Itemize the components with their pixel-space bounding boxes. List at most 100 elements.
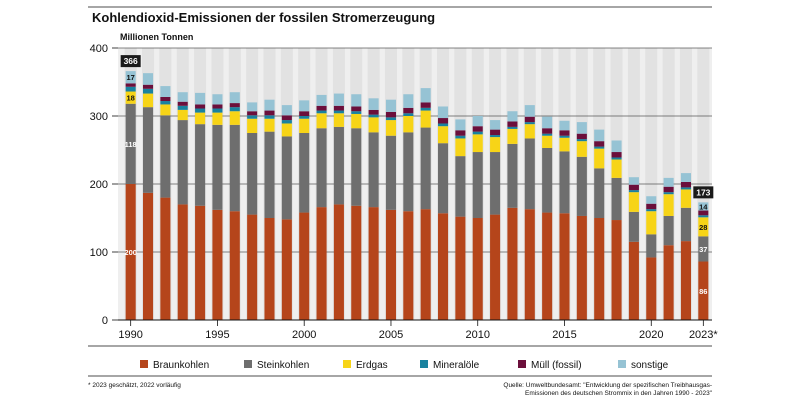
bar-segment-braunkohlen xyxy=(264,218,275,320)
bar-segment-braunkohlen xyxy=(195,205,206,320)
bar-segment-steinkohlen xyxy=(264,131,275,218)
bar-segment-mineraloele xyxy=(507,126,518,129)
bar-segment-braunkohlen xyxy=(698,261,709,320)
bar-segment-muell-fossil xyxy=(646,203,657,210)
bar-segment-mineraloele xyxy=(125,86,136,92)
bar-segment-braunkohlen xyxy=(576,215,587,320)
bar-segment-muell-fossil xyxy=(403,107,414,114)
bar-segment-mineraloele xyxy=(680,187,692,190)
bar-segment-sonstige xyxy=(403,94,414,108)
legend-swatch xyxy=(618,360,626,368)
bar-2020 xyxy=(646,196,657,320)
bar-segment-erdgas xyxy=(351,113,362,129)
bar-segment-muell-fossil xyxy=(437,118,449,124)
bar-segment-sonstige xyxy=(229,92,240,104)
bar-segment-braunkohlen xyxy=(542,212,553,320)
bar-segment-sonstige xyxy=(663,177,674,187)
bar-segment-erdgas xyxy=(212,112,223,125)
legend-swatch xyxy=(420,360,428,368)
bar-segment-erdgas xyxy=(628,192,639,212)
bar-segment-mineraloele xyxy=(420,107,431,111)
bar-segment-mineraloele xyxy=(455,135,466,139)
bar-segment-mineraloele xyxy=(264,115,275,119)
value-label-braunkohlen: 200 xyxy=(124,248,137,257)
bar-segment-steinkohlen xyxy=(160,115,171,198)
bar-segment-mineraloele xyxy=(628,190,639,193)
stacked-bars xyxy=(125,71,709,320)
bar-segment-mineraloele xyxy=(490,135,501,138)
bar-segment-steinkohlen xyxy=(594,168,605,218)
legend-label: sonstige xyxy=(631,360,669,371)
bar-segment-sonstige xyxy=(281,105,292,116)
bar-1997 xyxy=(247,102,258,320)
bar-segment-braunkohlen xyxy=(177,204,188,320)
bar-segment-muell-fossil xyxy=(524,116,535,123)
bar-segment-mineraloele xyxy=(299,116,310,119)
bar-segment-steinkohlen xyxy=(247,133,258,215)
bar-2023 xyxy=(698,202,709,320)
bar-segment-mineraloele xyxy=(385,117,397,121)
bar-segment-muell-fossil xyxy=(594,141,605,147)
bar-segment-erdgas xyxy=(542,135,553,148)
x-tick-label: 1990 xyxy=(118,329,142,341)
bar-segment-muell-fossil xyxy=(177,101,188,106)
bar-2001 xyxy=(316,94,327,320)
bar-segment-mineraloele xyxy=(646,209,657,212)
bar-segment-mineraloele xyxy=(195,108,206,113)
value-label-braunkohlen: 86 xyxy=(699,287,707,296)
bar-segment-braunkohlen xyxy=(628,241,639,320)
bar-segment-braunkohlen xyxy=(663,245,674,320)
bar-segment-braunkohlen xyxy=(524,209,535,320)
bar-segment-muell-fossil xyxy=(490,129,501,136)
legend-label: Braunkohlen xyxy=(153,360,209,371)
bar-segment-steinkohlen xyxy=(385,135,397,210)
bar-segment-erdgas xyxy=(698,217,709,237)
bar-segment-sonstige xyxy=(559,120,570,131)
bar-segment-muell-fossil xyxy=(385,111,397,118)
bar-segment-muell-fossil xyxy=(142,84,154,89)
bar-2000 xyxy=(299,100,310,320)
bar-segment-muell-fossil xyxy=(507,121,518,127)
bar-segment-erdgas xyxy=(195,112,206,125)
bar-segment-muell-fossil xyxy=(628,184,639,191)
bar-segment-muell-fossil xyxy=(542,128,553,134)
bar-segment-braunkohlen xyxy=(160,197,171,320)
y-tick-label: 300 xyxy=(90,111,108,123)
bar-2009 xyxy=(455,119,466,320)
value-label-sonstige: 14 xyxy=(699,202,708,211)
y-tick-label: 400 xyxy=(90,43,108,55)
bar-segment-braunkohlen xyxy=(455,216,466,320)
x-tick-label: 2023* xyxy=(689,329,718,341)
bar-segment-steinkohlen xyxy=(333,126,344,205)
bar-segment-muell-fossil xyxy=(576,133,587,140)
bar-1990 xyxy=(125,71,136,320)
bar-segment-steinkohlen xyxy=(542,147,553,213)
bar-segment-sonstige xyxy=(490,120,501,130)
bar-segment-steinkohlen xyxy=(299,133,310,213)
bar-segment-muell-fossil xyxy=(663,186,674,193)
y-tick-label: 200 xyxy=(90,179,108,191)
bar-segment-braunkohlen xyxy=(333,204,344,320)
bar-segment-mineraloele xyxy=(524,122,535,125)
bar-segment-erdgas xyxy=(142,93,154,108)
bar-2005 xyxy=(385,99,397,320)
bar-segment-steinkohlen xyxy=(195,124,206,206)
bar-2008 xyxy=(437,106,449,320)
bar-segment-muell-fossil xyxy=(247,111,258,116)
bar-segment-steinkohlen xyxy=(680,207,692,242)
bar-segment-erdgas xyxy=(316,113,327,129)
bar-segment-sonstige xyxy=(455,119,466,131)
x-tick-label: 2005 xyxy=(379,329,403,341)
x-tick-label: 2020 xyxy=(639,329,663,341)
bar-segment-braunkohlen xyxy=(680,241,692,320)
bar-segment-mineraloele xyxy=(160,101,171,105)
bar-segment-erdgas xyxy=(490,137,501,153)
bar-2021 xyxy=(663,177,674,320)
value-label-erdgas: 18 xyxy=(127,94,135,103)
bar-segment-steinkohlen xyxy=(559,151,570,214)
bar-segment-erdgas xyxy=(125,91,136,104)
bar-segment-mineraloele xyxy=(472,131,483,135)
bar-segment-braunkohlen xyxy=(299,212,310,320)
bar-segment-erdgas xyxy=(507,128,518,144)
legend-item-erdgas: Erdgas xyxy=(343,360,388,371)
